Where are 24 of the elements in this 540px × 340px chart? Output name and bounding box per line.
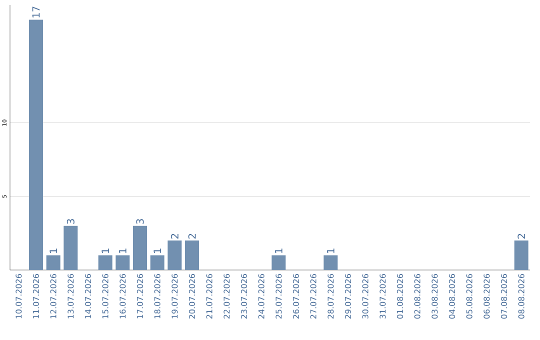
bar (46, 255, 60, 270)
data-label: 1 (275, 248, 282, 253)
data-label: 1 (119, 248, 126, 253)
bar (324, 255, 338, 270)
data-label: 1 (154, 248, 161, 253)
data-label: 1 (327, 248, 334, 253)
bar (64, 226, 78, 270)
bar (272, 255, 286, 270)
data-label: 1 (50, 248, 57, 253)
bar (98, 255, 112, 270)
data-label: 17 (32, 6, 40, 18)
data-label: 2 (170, 234, 178, 239)
bar (514, 240, 528, 270)
data-label: 2 (188, 234, 196, 239)
data-label: 3 (66, 219, 74, 224)
bar (133, 226, 147, 270)
data-label: 1 (102, 248, 109, 253)
bar (29, 20, 43, 270)
bar (150, 255, 164, 270)
data-label: 2 (518, 234, 526, 239)
bar (168, 240, 182, 270)
data-label: 3 (136, 219, 144, 224)
bar (185, 240, 199, 270)
bar (116, 255, 130, 270)
